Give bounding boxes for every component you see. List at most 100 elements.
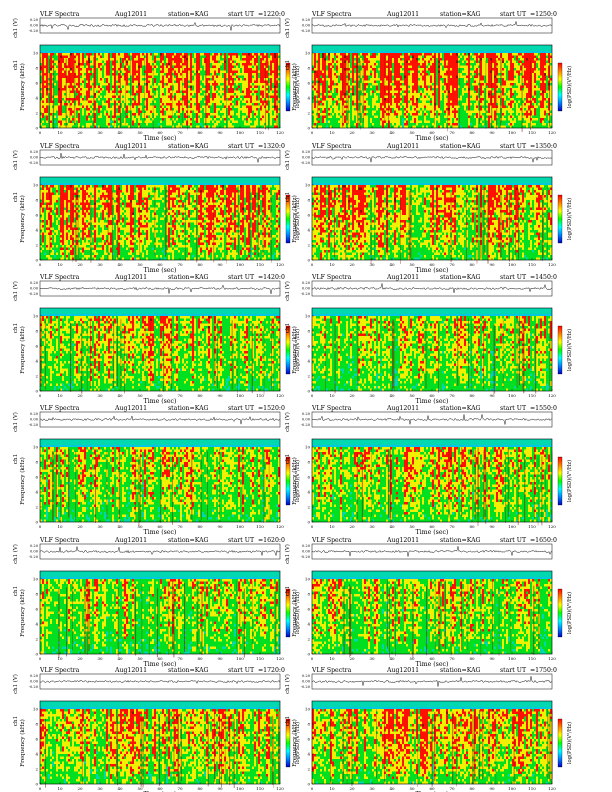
spectrogram-cell xyxy=(136,70,139,74)
spectrogram-cell xyxy=(192,90,195,94)
spectrogram-cell xyxy=(86,53,89,56)
spectrogram-cell xyxy=(224,78,227,81)
spectrogram-cell xyxy=(506,73,509,76)
spectrogram-cell xyxy=(68,55,71,59)
spectrogram-cell xyxy=(96,125,99,129)
spectrogram-cell xyxy=(474,60,477,64)
spectrogram-cell xyxy=(166,108,169,111)
spectrogram-cell xyxy=(170,53,173,56)
spectrogram-cell xyxy=(166,120,169,124)
spectrogram-cell xyxy=(166,65,169,69)
spectrogram-cell xyxy=(450,55,453,59)
spectrogram-cell xyxy=(252,118,255,121)
spectrogram-cell xyxy=(72,83,75,86)
spectrogram-cell xyxy=(450,70,453,74)
spectrogram-cell xyxy=(420,73,423,76)
spectrogram-cell xyxy=(500,70,503,74)
spectrogram-cell xyxy=(418,55,421,59)
spectrogram-cell xyxy=(46,93,49,96)
spectrogram-cell xyxy=(232,108,235,111)
spectrogram-cell xyxy=(160,95,163,99)
x-tick-label: 80 xyxy=(197,130,203,135)
spectrogram-cell xyxy=(444,65,447,69)
spectrogram-cell xyxy=(456,70,459,74)
spectrogram-cell xyxy=(184,113,187,116)
spectrogram-cell xyxy=(278,100,281,104)
spectrogram-cell xyxy=(56,85,59,89)
spectrogram-cell xyxy=(498,63,501,66)
spectrogram-cell xyxy=(126,55,129,59)
spectrogram-cell xyxy=(430,53,433,56)
spectrogram-cell xyxy=(144,60,147,64)
spectrogram-cell xyxy=(130,75,133,79)
spectrogram-cell xyxy=(244,88,247,91)
spectrogram-cell xyxy=(488,78,491,81)
spectrogram-cell xyxy=(420,53,423,56)
spectrogram-cell xyxy=(230,78,233,81)
spectrogram-cell xyxy=(148,98,151,101)
spectrogram-cell xyxy=(156,78,159,81)
spectrogram-cell xyxy=(194,78,197,81)
spectrogram-cell xyxy=(82,125,85,129)
spectrogram-cell xyxy=(216,98,219,101)
spectrogram-cell xyxy=(220,118,223,121)
spectrogram-cell xyxy=(182,75,185,79)
spectrogram-cell xyxy=(58,115,61,119)
spectrogram-cell xyxy=(268,60,271,64)
spectrogram-cell xyxy=(66,115,69,119)
spectrogram-cell xyxy=(228,88,231,91)
spectrogram-cell xyxy=(190,75,193,79)
spectrogram-cell xyxy=(44,75,47,79)
spectrogram-cell xyxy=(142,60,145,64)
spectrogram-cell xyxy=(482,70,485,74)
spectrogram-cell xyxy=(106,53,109,56)
spectrogram-cell xyxy=(278,53,281,56)
spectrogram-cell xyxy=(144,55,147,59)
spectrogram-cell xyxy=(192,103,195,106)
spectrogram-cell xyxy=(84,85,87,89)
spectrogram-cell xyxy=(72,120,75,124)
spectrogram-cell xyxy=(468,55,471,59)
spectrogram-cell xyxy=(106,113,109,116)
spectrogram-cell xyxy=(380,73,383,76)
spectrogram-cell xyxy=(168,90,171,94)
spectrogram-cell xyxy=(170,68,173,71)
spectrogram-cell xyxy=(156,120,159,124)
spectrogram-cell xyxy=(218,125,221,129)
spectrogram-cell xyxy=(240,53,243,56)
spectrogram-cell xyxy=(200,105,203,109)
spectrogram-cell xyxy=(534,60,537,64)
spectrogram-cell xyxy=(454,55,457,59)
spectrogram-cell xyxy=(258,65,261,69)
spectrogram-cell xyxy=(398,75,401,79)
spectrogram-cell xyxy=(254,100,257,104)
spectrogram-cell xyxy=(364,73,367,76)
spectrogram-cell xyxy=(220,68,223,71)
spectrogram-cell xyxy=(206,90,209,94)
spectrogram-cell xyxy=(136,110,139,114)
spectrogram-cell xyxy=(234,95,237,99)
spectrogram-cell xyxy=(110,78,113,81)
spectrogram-cell xyxy=(72,68,75,71)
spectrogram-cell xyxy=(246,95,249,99)
spectrogram-cell xyxy=(434,73,437,76)
spectrogram-cell xyxy=(274,108,277,111)
spectrogram-cell xyxy=(94,65,97,69)
spectrogram-cell xyxy=(58,123,61,126)
spectrogram-cell xyxy=(268,68,271,71)
spectrogram-cell xyxy=(54,53,57,56)
spectrogram-cell xyxy=(238,75,241,79)
spectrogram-cell xyxy=(236,103,239,106)
spectrogram-cell xyxy=(240,93,243,96)
spectrogram-cell xyxy=(158,68,161,71)
spectrogram-cell xyxy=(320,78,323,81)
spectrogram-cell xyxy=(76,70,79,74)
spectrogram-cell xyxy=(460,60,463,64)
spectrogram-cell xyxy=(150,113,153,116)
spectrogram-cell xyxy=(62,70,65,74)
spectrogram-cell xyxy=(220,123,223,126)
spectrogram-cell xyxy=(134,80,137,84)
spectrogram-cell xyxy=(98,80,101,84)
spectrogram-cell xyxy=(250,110,253,114)
spectrogram-cell xyxy=(200,68,203,71)
